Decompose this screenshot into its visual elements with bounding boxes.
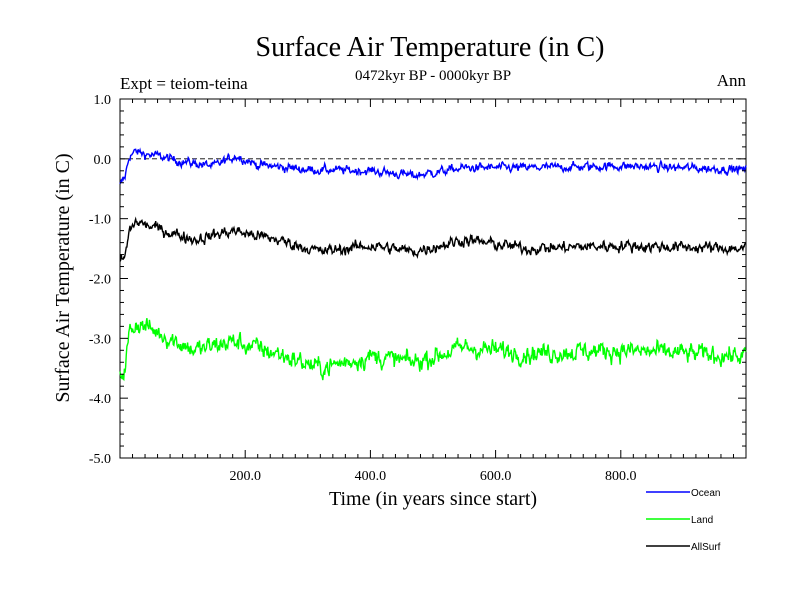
series-layer [119, 147, 747, 382]
x-tick-label: 400.0 [355, 469, 387, 484]
x-tick-label: 800.0 [605, 469, 637, 484]
series-line-allsurf [119, 216, 747, 262]
x-tick-label: 200.0 [229, 469, 261, 484]
y-axis-label: Surface Air Temperature (in C) [52, 153, 74, 402]
x-tick-labels: 200.0 400.0 600.0 800.0 [229, 469, 636, 484]
chart-subtitle: 0472kyr BP - 0000kyr BP [355, 68, 511, 84]
experiment-label: Expt = teiom-teina [120, 74, 248, 93]
y-tick-label: 0.0 [94, 153, 112, 168]
y-tick-label: -3.0 [89, 332, 111, 347]
season-label: Ann [717, 71, 747, 90]
chart-title: Surface Air Temperature (in C) [256, 32, 605, 63]
legend-label-land: Land [691, 515, 713, 526]
series-line-ocean [119, 147, 747, 185]
x-axis-label: Time (in years since start) [329, 488, 537, 510]
y-tick-label: -4.0 [89, 392, 111, 407]
y-tick-label: -1.0 [89, 213, 111, 228]
y-tick-label: -5.0 [89, 452, 111, 467]
series-line-land [119, 318, 747, 382]
x-tick-label: 600.0 [480, 469, 512, 484]
plot-frame [119, 98, 747, 459]
y-tick-label: -2.0 [89, 273, 111, 288]
tick-layer [120, 98, 746, 459]
y-tick-labels: 1.0 0.0 -1.0 -2.0 -3.0 -4.0 -5.0 [89, 93, 111, 467]
legend-label-allsurf: AllSurf [691, 542, 721, 553]
y-tick-label: 1.0 [94, 93, 112, 108]
legend-label-ocean: Ocean [691, 488, 720, 499]
legend: Ocean Land AllSurf [646, 488, 721, 553]
